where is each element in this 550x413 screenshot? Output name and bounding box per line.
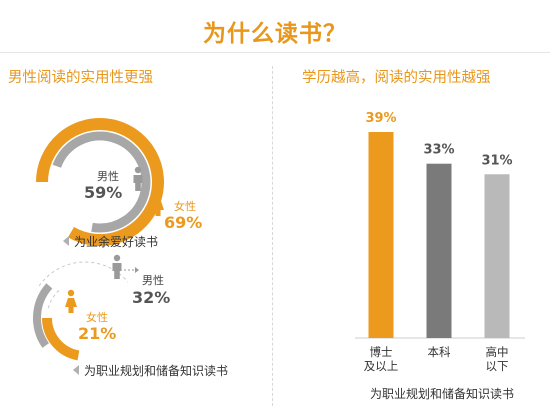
x-tick-label-0: 博士 [370,345,393,359]
x-tick-label-0: 及以上 [364,359,399,373]
panel-divider [272,66,273,406]
female-value-career: 21% [78,324,116,343]
female-icon [65,289,77,313]
bar-2 [484,174,510,338]
bar-0 [368,132,394,338]
female-arc-career [42,317,80,361]
male-label-hobby: 男性 [97,169,119,183]
caption-career-arrow-icon [73,365,79,375]
x-tick-label-2: 高中 [486,345,509,359]
caption-hobby: 为业余爱好读书 [74,234,158,249]
x-tick-label-1: 本科 [428,345,451,359]
female-label-hobby: 女性 [174,199,196,213]
male-arc-career [33,283,53,348]
caption-career: 为职业规划和储备知识读书 [84,363,228,378]
male-dashed-arc [38,261,129,287]
bar-value-label-1: 33% [423,143,454,158]
female-value-hobby: 69% [164,213,202,232]
x-tick-label-2: 以下 [486,359,509,373]
male-arc-hobby [52,131,151,233]
bar-1 [426,163,452,338]
title-underline [0,52,550,53]
x-axis-title: 为职业规划和储备知识读书 [370,386,514,401]
female-icon [152,192,164,216]
page-title: 为什么读书？ [203,21,347,47]
female-label-career: 女性 [86,310,108,324]
bar-value-label-0: 39% [365,111,396,126]
right-panel-subtitle: 学历越高，阅读的实用性越强 [302,70,491,86]
guide-arc [32,265,65,298]
male-icon [112,254,122,279]
female-arc-hobby [36,118,164,246]
male-value-hobby: 59% [84,183,122,202]
female-dashed-arc [47,288,61,309]
bar-value-label-2: 31% [481,153,512,168]
male-pointer-arrow-icon [135,267,139,273]
left-panel-subtitle: 男性阅读的实用性更强 [8,70,153,86]
male-label-career: 男性 [142,273,164,287]
caption-hobby-arrow-icon [63,236,69,246]
male-value-career: 32% [132,288,170,307]
male-icon [133,166,143,191]
